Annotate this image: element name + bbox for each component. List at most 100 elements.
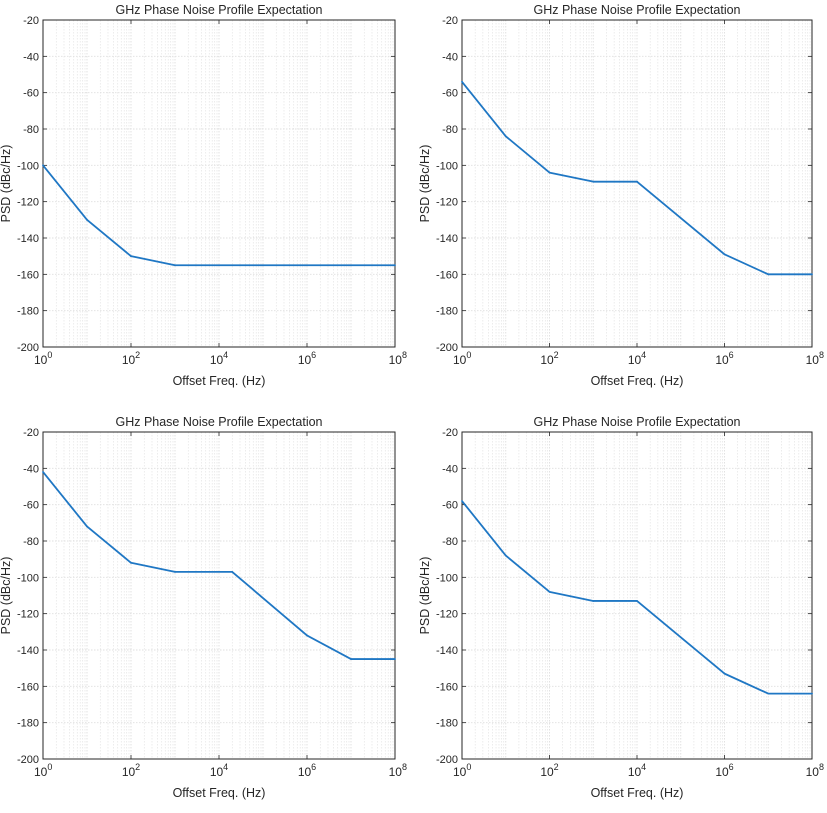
data-point bbox=[592, 600, 595, 602]
data-point bbox=[42, 164, 44, 167]
data-point bbox=[86, 525, 88, 528]
y-tick-label: -160 bbox=[17, 269, 39, 281]
x-tick-base: 10 bbox=[540, 765, 554, 779]
data-point bbox=[350, 658, 352, 660]
data-point bbox=[548, 590, 551, 593]
x-axis-label: Offset Freq. (Hz) bbox=[591, 374, 684, 388]
data-point bbox=[548, 171, 551, 174]
data-point bbox=[723, 672, 726, 675]
y-tick-label: -20 bbox=[23, 15, 39, 27]
y-tick-label: -80 bbox=[23, 124, 39, 136]
y-tick-label: -100 bbox=[436, 160, 458, 172]
y-tick-label: -80 bbox=[442, 536, 458, 548]
y-tick-label: -180 bbox=[436, 306, 458, 318]
x-tick-base: 10 bbox=[389, 765, 403, 779]
data-point bbox=[636, 180, 638, 183]
data-point bbox=[461, 80, 463, 83]
x-tick-label: 100 bbox=[34, 350, 52, 367]
y-tick-label: -40 bbox=[23, 51, 39, 63]
y-tick-label: -160 bbox=[436, 681, 458, 693]
x-tick-exponent: 0 bbox=[466, 350, 471, 360]
data-point bbox=[767, 692, 770, 695]
grid bbox=[43, 19, 395, 348]
data-point bbox=[636, 600, 638, 602]
y-tick-label: -100 bbox=[17, 160, 39, 172]
x-tick-base: 10 bbox=[389, 353, 403, 367]
x-tick-exponent: 2 bbox=[554, 762, 559, 772]
x-tick-label: 104 bbox=[210, 350, 228, 367]
chart-title: GHz Phase Noise Profile Expectation bbox=[115, 3, 322, 17]
y-tick-label: -80 bbox=[442, 124, 458, 136]
data-point bbox=[130, 561, 132, 564]
data-point bbox=[504, 135, 507, 138]
x-tick-label: 100 bbox=[453, 350, 471, 367]
x-tick-label: 106 bbox=[715, 762, 733, 779]
data-point bbox=[86, 218, 88, 221]
x-tick-base: 10 bbox=[628, 353, 642, 367]
x-tick-label: 108 bbox=[389, 762, 407, 779]
chart-title: GHz Phase Noise Profile Expectation bbox=[533, 3, 740, 17]
y-axis-label: PSD (dBc/Hz) bbox=[0, 557, 13, 635]
data-point bbox=[174, 264, 176, 267]
x-tick-base: 10 bbox=[806, 353, 820, 367]
x-tick-base: 10 bbox=[628, 765, 642, 779]
x-tick-label: 108 bbox=[806, 350, 824, 367]
y-tick-label: -100 bbox=[17, 572, 39, 584]
x-tick-base: 10 bbox=[34, 765, 48, 779]
data-point bbox=[504, 554, 507, 557]
data-point bbox=[394, 264, 396, 267]
x-tick-base: 10 bbox=[806, 765, 820, 779]
x-tick-label: 108 bbox=[806, 762, 824, 779]
grid bbox=[462, 431, 812, 760]
x-tick-exponent: 8 bbox=[819, 350, 824, 360]
y-tick-label: -120 bbox=[17, 609, 39, 621]
y-tick-label: -60 bbox=[23, 500, 39, 512]
x-tick-exponent: 4 bbox=[223, 762, 228, 772]
y-tick-label: -80 bbox=[23, 536, 39, 548]
x-tick-base: 10 bbox=[298, 765, 312, 779]
y-tick-label: -180 bbox=[436, 718, 458, 730]
data-point bbox=[723, 253, 726, 256]
x-tick-label: 108 bbox=[389, 350, 407, 367]
y-tick-label: -60 bbox=[23, 88, 39, 100]
x-tick-label: 106 bbox=[298, 762, 316, 779]
data-point bbox=[42, 471, 44, 473]
y-tick-label: -120 bbox=[436, 609, 458, 621]
y-tick-label: -180 bbox=[17, 306, 39, 318]
x-tick-label: 100 bbox=[453, 762, 471, 779]
x-tick-exponent: 6 bbox=[729, 350, 734, 360]
y-tick-label: -200 bbox=[17, 342, 39, 354]
data-point bbox=[174, 570, 176, 573]
y-tick-label: -20 bbox=[23, 427, 39, 439]
x-tick-exponent: 4 bbox=[641, 350, 646, 360]
data-point bbox=[130, 255, 132, 258]
x-axis-label: Offset Freq. (Hz) bbox=[173, 374, 266, 388]
grid bbox=[462, 19, 812, 348]
x-tick-base: 10 bbox=[122, 353, 136, 367]
x-axis-label: Offset Freq. (Hz) bbox=[591, 786, 684, 800]
data-point bbox=[461, 500, 463, 502]
x-tick-label: 100 bbox=[34, 762, 52, 779]
y-tick-label: -140 bbox=[436, 233, 458, 245]
y-axis-label: PSD (dBc/Hz) bbox=[418, 145, 432, 223]
x-tick-base: 10 bbox=[34, 353, 48, 367]
y-tick-label: -140 bbox=[436, 645, 458, 657]
x-tick-label: 102 bbox=[122, 350, 140, 367]
x-tick-exponent: 0 bbox=[47, 350, 52, 360]
y-tick-label: -140 bbox=[17, 645, 39, 657]
y-tick-label: -40 bbox=[442, 463, 458, 475]
y-tick-label: -120 bbox=[436, 197, 458, 209]
data-point bbox=[592, 180, 595, 183]
y-tick-label: -40 bbox=[442, 51, 458, 63]
x-tick-exponent: 2 bbox=[135, 762, 140, 772]
x-tick-exponent: 2 bbox=[135, 350, 140, 360]
y-tick-label: -60 bbox=[442, 88, 458, 100]
y-tick-label: -120 bbox=[17, 197, 39, 209]
x-tick-label: 102 bbox=[122, 762, 140, 779]
x-tick-label: 106 bbox=[298, 350, 316, 367]
data-point bbox=[394, 658, 396, 660]
y-tick-label: -180 bbox=[17, 718, 39, 730]
